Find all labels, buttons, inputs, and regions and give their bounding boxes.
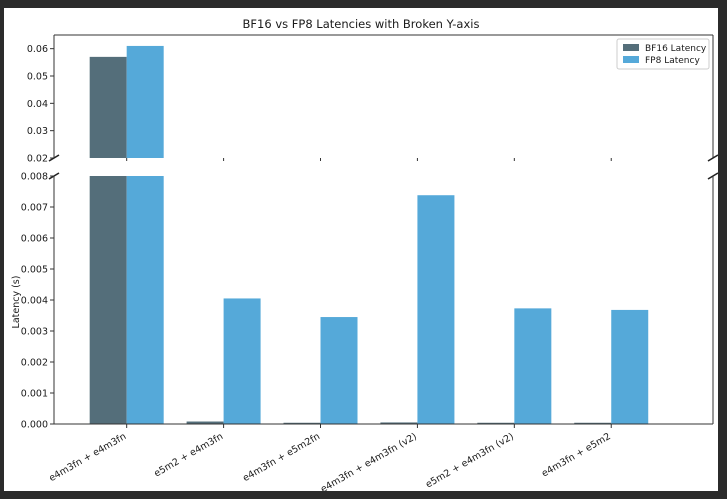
bar-bf16-2 — [283, 422, 321, 424]
x-tick-label-4: e5m2 + e4m3fn (v2) — [424, 431, 516, 490]
x-tick-label-3: e4m3fn + e4m3fn (v2) — [319, 431, 419, 491]
bottom-ytick-label: 0.001 — [21, 389, 48, 400]
latency-bar-chart: BF16 vs FP8 Latencies with Broken Y-axis… — [11, 17, 718, 491]
bar-bf16-1 — [186, 421, 224, 424]
bar-top-fp8-0 — [126, 45, 164, 158]
top-ytick-label: 0.02 — [27, 154, 48, 165]
bottom-ytick-label: 0.003 — [21, 327, 48, 338]
legend-label-0: BF16 Latency — [645, 44, 707, 54]
x-tick-label-0: e4m3fn + e4m3fn — [47, 431, 128, 484]
bottom-panel-axes: 0.000 0.001 0.002 0.003 0.004 0.005 0.006 0.007… — [21, 172, 714, 431]
y-axis-label: Latency (s) — [11, 276, 22, 329]
x-tick-label-5: e4m3fn + e5m2 — [540, 431, 613, 479]
bar-fp8-5 — [611, 309, 649, 424]
legend-swatch-1 — [623, 56, 639, 63]
bar-bf16-5 — [574, 422, 612, 424]
bar-fp8-4 — [514, 308, 552, 424]
legend-swatch-0 — [623, 44, 639, 51]
chart-title: BF16 vs FP8 Latencies with Broken Y-axis — [243, 17, 480, 31]
bar-bf16-4 — [477, 422, 515, 424]
chart-frame: BF16 vs FP8 Latencies with Broken Y-axis… — [4, 8, 718, 491]
bottom-ytick-label: 0.002 — [21, 358, 48, 369]
bar-fp8-0 — [126, 176, 164, 424]
bar-fp8-3 — [417, 195, 455, 424]
break-mark-0 — [48, 154, 60, 162]
x-tick-label-1: e5m2 + e4m3fn — [152, 431, 225, 479]
bottom-ytick-label: 0.000 — [21, 420, 48, 431]
legend-label-1: FP8 Latency — [645, 56, 700, 66]
bottom-ytick-label: 0.006 — [21, 234, 48, 245]
x-tick-label-2: e4m3fn + e5m2fn — [241, 431, 322, 484]
legend: BF16 Latency FP8 Latency — [616, 38, 710, 70]
bar-top-bf16-0 — [89, 56, 127, 158]
legend-box — [616, 38, 710, 70]
top-panel-bars — [89, 45, 164, 158]
bar-bf16-0 — [89, 176, 127, 424]
bottom-ytick-label: 0.005 — [21, 265, 48, 276]
top-panel-axes: 0.02 0.03 0.04 0.05 0.06 — [27, 34, 718, 180]
x-tick-labels: e4m3fn + e4m3fn e5m2 + e4m3fn e4m3fn + e5m… — [47, 424, 613, 491]
top-ytick-label: 0.06 — [27, 44, 48, 55]
bar-fp8-1 — [223, 298, 261, 424]
break-mark-1 — [707, 154, 718, 162]
bottom-ytick-label: 0.008 — [21, 172, 48, 183]
top-ytick-label: 0.05 — [27, 72, 48, 83]
bottom-ytick-label: 0.007 — [21, 203, 48, 214]
bar-fp8-2 — [320, 317, 358, 424]
top-ytick-label: 0.03 — [27, 126, 48, 137]
bottom-panel-bars — [89, 176, 649, 424]
top-ytick-label: 0.04 — [27, 99, 48, 110]
bottom-ytick-label: 0.004 — [21, 296, 48, 307]
bar-bf16-3 — [380, 422, 418, 424]
